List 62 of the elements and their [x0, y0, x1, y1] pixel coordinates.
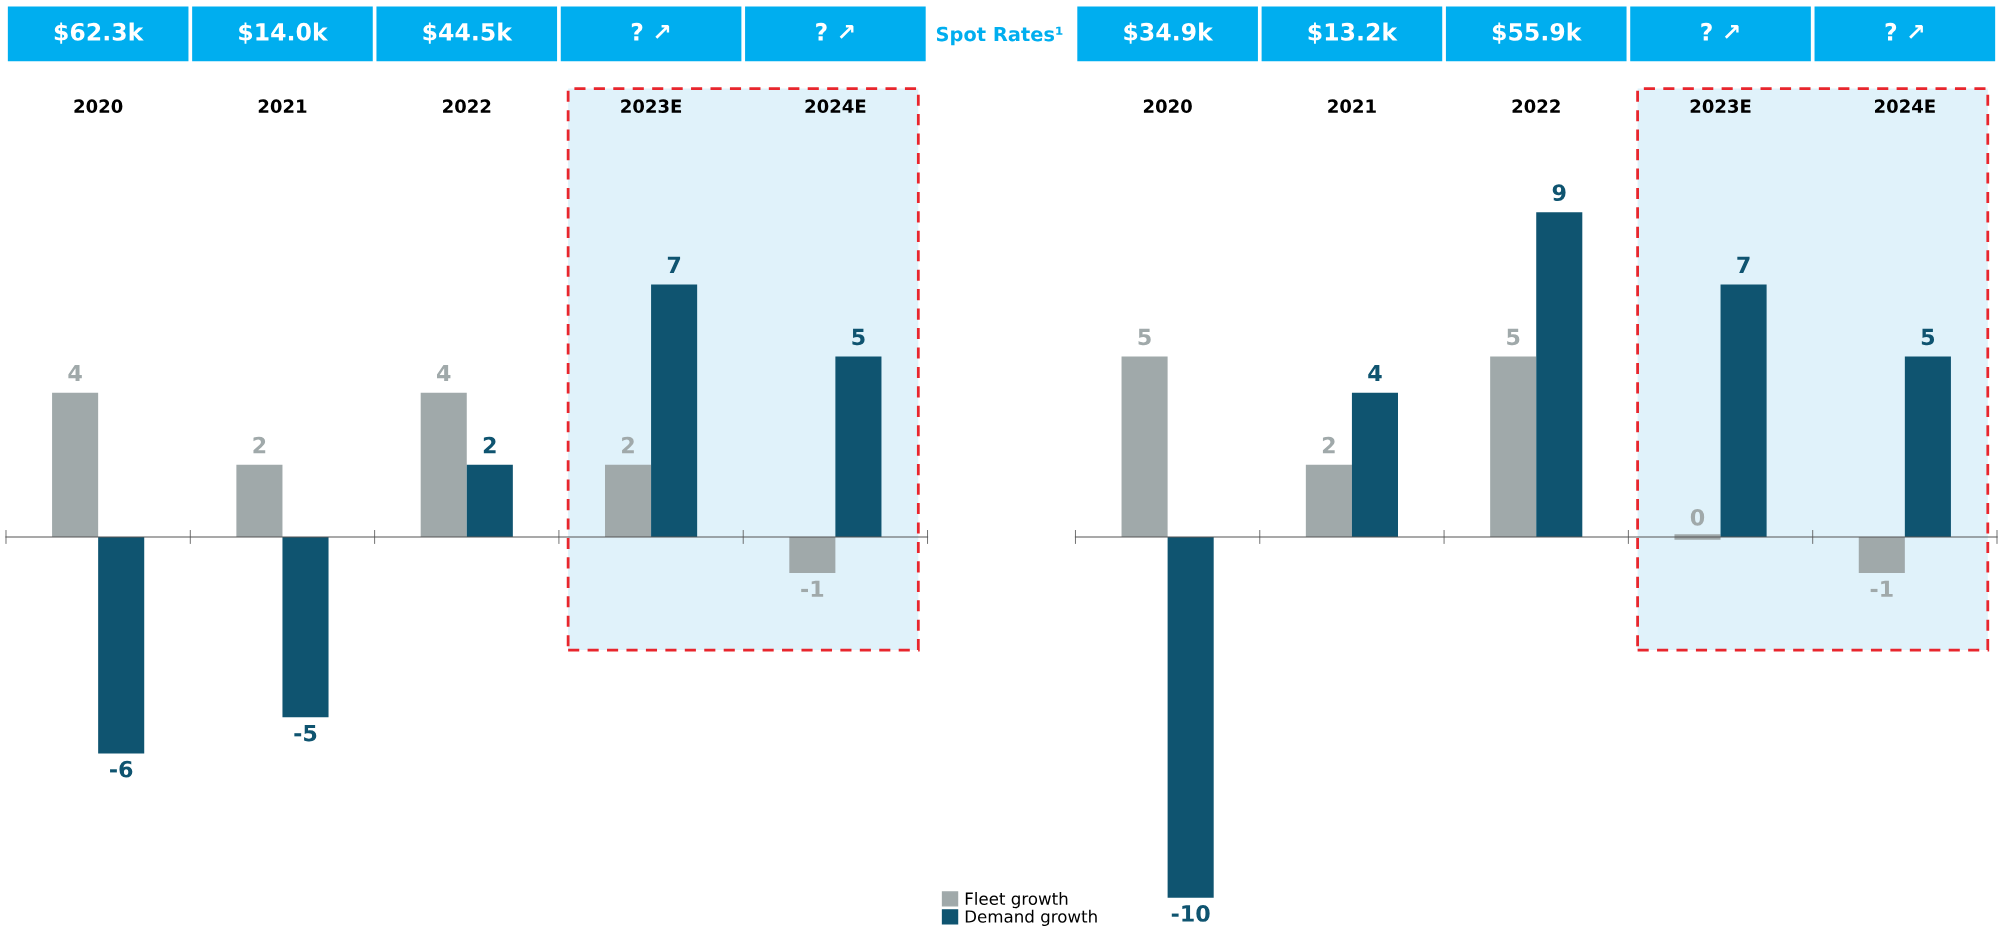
data-label: 2: [483, 436, 496, 454]
x-tick-label: 2021: [258, 99, 307, 114]
data-label: 4: [1368, 364, 1382, 382]
data-label: 9: [1552, 184, 1566, 202]
bar: [466, 464, 513, 537]
data-label: 0: [1690, 508, 1705, 526]
legend-label: Fleet growth: [965, 892, 1068, 909]
data-label: 5: [1921, 328, 1935, 346]
data-label: 7: [667, 256, 681, 273]
data-label: -10: [1171, 905, 1210, 922]
text: ? ↗: [816, 22, 854, 41]
x-tick-label: 2023E: [621, 99, 682, 114]
legend-label: Demand growth: [965, 909, 1097, 926]
data-label: 4: [437, 364, 451, 382]
text: ? ↗: [631, 22, 670, 41]
x-tick-label: 2022: [1512, 99, 1560, 114]
bar: [52, 392, 99, 537]
bar: [1305, 464, 1352, 537]
bar: [1121, 356, 1168, 537]
data-label: 2: [253, 436, 266, 454]
data-label: 2: [1322, 436, 1335, 454]
bar: [236, 464, 283, 537]
x-tick-label: 2021: [1328, 99, 1376, 114]
bar: [835, 356, 882, 537]
bar: [1351, 392, 1398, 537]
bar: [1490, 356, 1537, 537]
bar: [282, 536, 329, 718]
text: $44.5k: [423, 22, 513, 44]
x-tick-label: 2024E: [805, 99, 866, 114]
bar: [789, 536, 836, 574]
text: Spot Rates¹: [936, 26, 1063, 46]
data-label: -1: [1870, 580, 1893, 597]
x-tick-label: 2023E: [1690, 99, 1751, 114]
x-tick-label: 2022: [443, 99, 491, 114]
data-label: -1: [801, 580, 824, 597]
bar: [1904, 356, 1951, 537]
data-label: 5: [852, 328, 865, 346]
bar: [1536, 212, 1583, 537]
bar: [98, 536, 145, 754]
bar: [420, 392, 467, 537]
bar: [1858, 536, 1905, 574]
data-label: 2: [622, 436, 634, 454]
text: ? ↗: [1885, 22, 1923, 41]
text: $34.9k: [1124, 22, 1214, 44]
data-label: 5: [1507, 328, 1520, 346]
data-label: 7: [1737, 256, 1750, 273]
x-tick-label: 2020: [74, 99, 123, 114]
text: $14.0k: [239, 22, 329, 44]
text: $62.3k: [54, 22, 144, 44]
text: $55.9k: [1492, 22, 1582, 44]
bar: [605, 464, 652, 537]
x-tick-label: 2020: [1143, 99, 1192, 114]
data-label: 4: [68, 364, 82, 382]
x-tick-label: 2024E: [1874, 99, 1935, 114]
data-label: -6: [110, 760, 133, 778]
text: ? ↗: [1701, 22, 1739, 41]
bar: [1720, 284, 1767, 537]
data-label: 5: [1138, 328, 1151, 346]
bar: [651, 284, 698, 537]
text: $13.2k: [1308, 22, 1398, 44]
bar: [1167, 536, 1214, 898]
data-label: -5: [294, 724, 317, 742]
